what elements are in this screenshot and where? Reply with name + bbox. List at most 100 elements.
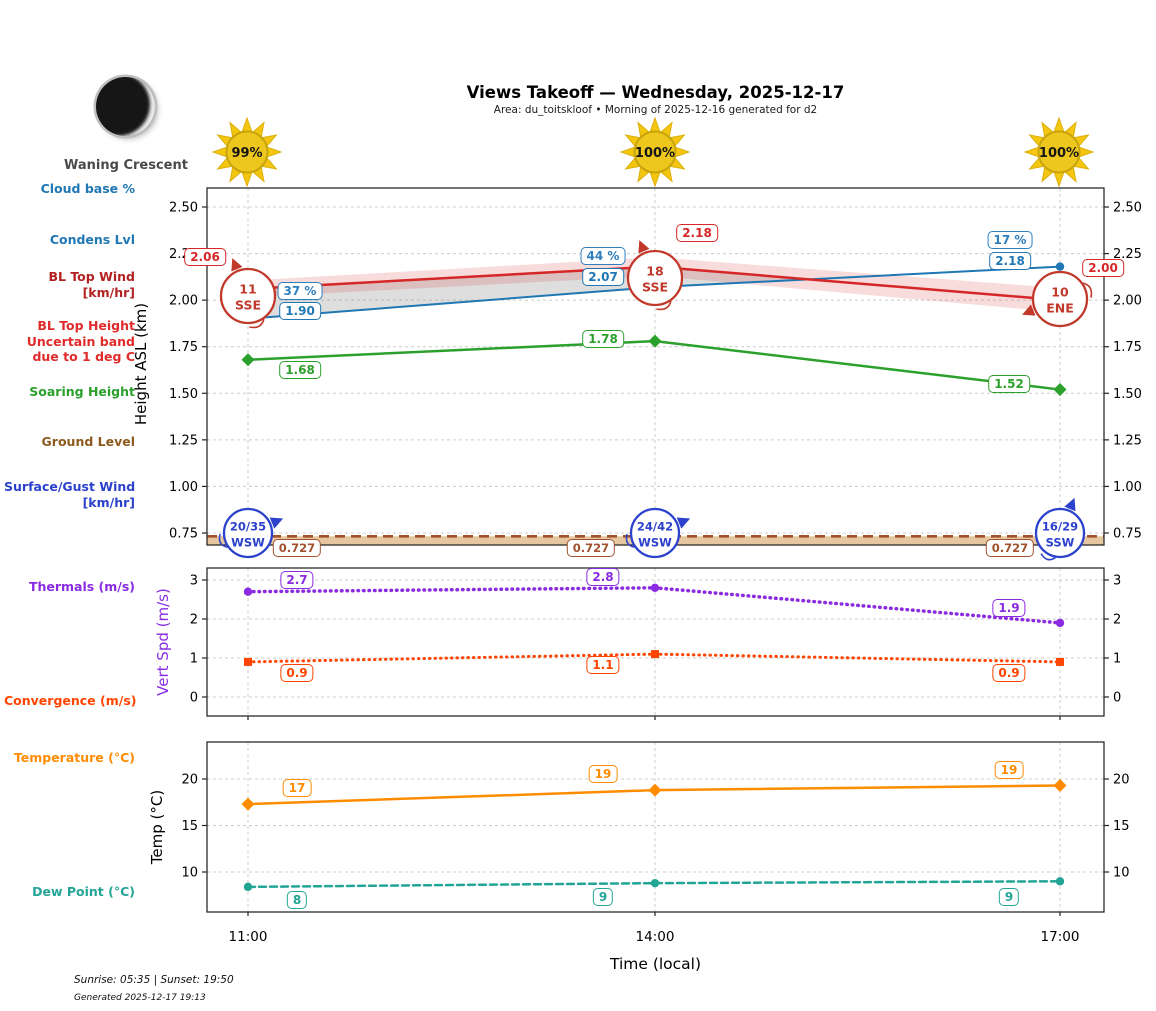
wind-dir-label: WSW: [638, 536, 672, 550]
sun-percent-label: 100%: [635, 146, 675, 161]
y-tick-label: 0: [190, 691, 198, 706]
wind-barb-tail: [249, 318, 265, 329]
uncertainty-band-red: [248, 257, 1060, 313]
y-tick-label: 1.00: [1113, 480, 1142, 495]
row-label-convergence: Convergence (m/s): [4, 693, 137, 708]
y-tick-label: 10: [1113, 866, 1130, 881]
wind-dir-label: ENE: [1046, 301, 1074, 316]
y-tick-label: 2.25: [169, 247, 198, 262]
marker-dew_point: [1055, 877, 1065, 886]
series-thermals-line: [246, 586, 1062, 625]
marker-temperature: [241, 797, 255, 811]
y-tick-label: 1.50: [169, 387, 198, 402]
wind-circle: [219, 267, 277, 325]
wind-barb-icon: [676, 517, 691, 529]
wind-circle: [626, 249, 684, 307]
row-label-bl-top-height: BL Top Height Uncertain band due to 1 deg …: [26, 318, 135, 364]
wind-speed-label: 20/35: [230, 520, 266, 534]
wind-barb-tail: [1040, 553, 1056, 561]
wind-barb-icon: [231, 258, 243, 272]
row-label-dew-point: Dew Point (°C): [32, 884, 135, 899]
y-tick-label: 0: [1113, 691, 1121, 706]
marker-thermals: [650, 583, 660, 592]
marker-thermals: [243, 587, 253, 596]
wind-dir-label: WSW: [231, 536, 265, 550]
row-label-soaring-height: Soaring Height: [29, 384, 135, 399]
page-title: Views Takeoff — Wednesday, 2025-12-17: [466, 83, 845, 102]
y-tick-label: 20: [1113, 773, 1130, 788]
marker-temperature: [648, 783, 662, 797]
panel-border: [206, 567, 1105, 717]
wind-circle: [222, 507, 274, 559]
sunrise-sunset-note: Sunrise: 05:35 | Sunset: 19:50: [74, 974, 234, 986]
wind-speed-label: 18: [646, 264, 663, 279]
row-label-temperature: Temperature (°C): [13, 750, 135, 765]
marker-temperature: [1053, 779, 1067, 793]
y-tick-label: 1.25: [1113, 433, 1142, 448]
wind-barb-icon: [638, 240, 650, 254]
y-tick-label: 1: [190, 652, 198, 667]
x-axis-title: Time (local): [609, 955, 702, 973]
marker-soaring: [241, 353, 255, 367]
wind-barb-tail: [625, 534, 635, 548]
moon-phase-label: Waning Crescent: [64, 158, 188, 173]
wind-barb-icon: [269, 517, 284, 529]
sun-disc-icon: [225, 130, 269, 174]
y-tick-label: 2.25: [1113, 247, 1142, 262]
y-tick-label: 0.75: [1113, 527, 1142, 542]
y-tick-label: 2: [1113, 613, 1121, 628]
wind-barb-icon: [1064, 497, 1076, 512]
wind-barb-icon: [1022, 304, 1036, 316]
y-tick-label: 2.50: [169, 201, 198, 216]
y-tick-label: 1.00: [169, 480, 198, 495]
marker-thermals: [1055, 618, 1065, 628]
wind-barb-tail: [1082, 282, 1093, 298]
generated-note: Generated 2025-12-17 19:13: [74, 993, 206, 1003]
marker-convergence: [651, 650, 659, 659]
x-tick-label: 14:00: [636, 929, 675, 945]
page-subtitle: Area: du_toitskloof • Morning of 2025-12…: [493, 104, 818, 116]
wind-circle: [1034, 507, 1086, 559]
y-tick-label: 3: [1113, 574, 1121, 589]
row-label-condens-lvl: Condens Lvl: [49, 232, 135, 247]
y-tick-label: 15: [181, 819, 198, 834]
x-tick-label: 17:00: [1041, 929, 1080, 945]
wind-barb-tail: [218, 534, 228, 548]
marker-soaring: [1053, 383, 1067, 397]
panel-border: [206, 741, 1105, 913]
row-label-cloud-base: Cloud base %: [40, 181, 135, 196]
x-tick-label: 11:00: [229, 929, 268, 945]
y-tick-label: 2.50: [1113, 201, 1142, 216]
y-tick-label: 1.75: [169, 340, 198, 355]
wind-dir-label: SSW: [1046, 536, 1075, 550]
marker-condens: [1055, 262, 1065, 271]
wind-circle: [629, 507, 681, 559]
marker-convergence: [1056, 657, 1064, 666]
marker-dew_point: [243, 882, 253, 892]
wind-speed-label: 10: [1051, 285, 1069, 300]
sun-disc-icon: [1037, 130, 1081, 174]
panel-border: [206, 187, 1105, 546]
sun-percent-label: 100%: [1039, 146, 1079, 161]
y-tick-label: 20: [181, 773, 198, 788]
marker-dew_point: [650, 878, 660, 888]
row-label-ground-level: Ground Level: [41, 434, 135, 449]
wind-dir-label: SSE: [642, 280, 668, 295]
y-tick-label: 2: [190, 613, 198, 628]
y-tick-label: 2.00: [169, 294, 198, 309]
y-tick-label: 0.75: [169, 527, 198, 542]
y-tick-label: 1.75: [1113, 340, 1142, 355]
y-tick-label: 15: [1113, 819, 1130, 834]
row-label-surface-gust-wind: Surface/Gust Wind [km/hr]: [4, 479, 136, 510]
wind-speed-label: 11: [239, 282, 256, 297]
wind-barb-tail: [656, 300, 672, 311]
y-tick-label: 1: [1113, 652, 1121, 667]
y-tick-label: 2.00: [1113, 294, 1142, 309]
row-label-bl-top-wind: BL Top Wind [km/hr]: [48, 269, 135, 300]
wind-circle: [1031, 270, 1089, 328]
moon-phase-icon: [96, 77, 155, 136]
wind-speed-label: 16/29: [1042, 520, 1078, 534]
wind-speed-label: 24/42: [637, 520, 673, 534]
